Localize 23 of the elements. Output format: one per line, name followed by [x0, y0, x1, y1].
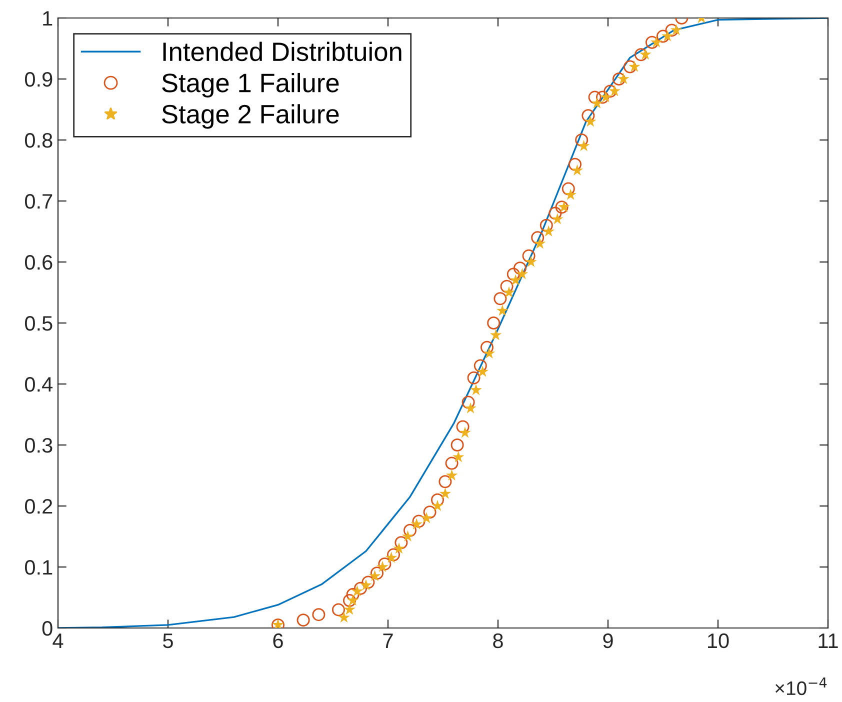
y-tick-label: 0.1: [24, 560, 52, 575]
x-tick-label: 4: [52, 634, 64, 648]
y-tick-label: 0.4: [24, 377, 53, 392]
y-tick-label: 0.5: [24, 316, 52, 331]
y-tick-label: 1: [43, 11, 52, 26]
y-tick-label: 0.8: [24, 133, 52, 148]
x-tick-label: 7: [383, 634, 393, 648]
x-tick-label: 11: [818, 634, 838, 648]
legend-label: Intended Distribtuion: [163, 42, 402, 62]
legend-label: Stage 2 Failure: [162, 104, 339, 129]
x-tick-label: 8: [493, 633, 503, 648]
x-tick-label: 10: [708, 633, 729, 648]
x-tick-label: 9: [603, 633, 613, 648]
text: ×10$^{−4}$: [775, 678, 827, 696]
y-tick-label: 0.9: [24, 72, 52, 87]
y-tick-label: 0.3: [24, 438, 52, 453]
x-tick-label: 6: [273, 633, 283, 648]
y-tick-label: 0.6: [24, 255, 52, 270]
x-tick-label: 5: [163, 634, 173, 648]
legend-label: Stage 1 Failure: [162, 72, 339, 98]
y-tick-label: 0.7: [24, 194, 52, 209]
y-tick-label: 0.2: [24, 499, 52, 514]
y-tick-label: 0: [42, 621, 52, 636]
